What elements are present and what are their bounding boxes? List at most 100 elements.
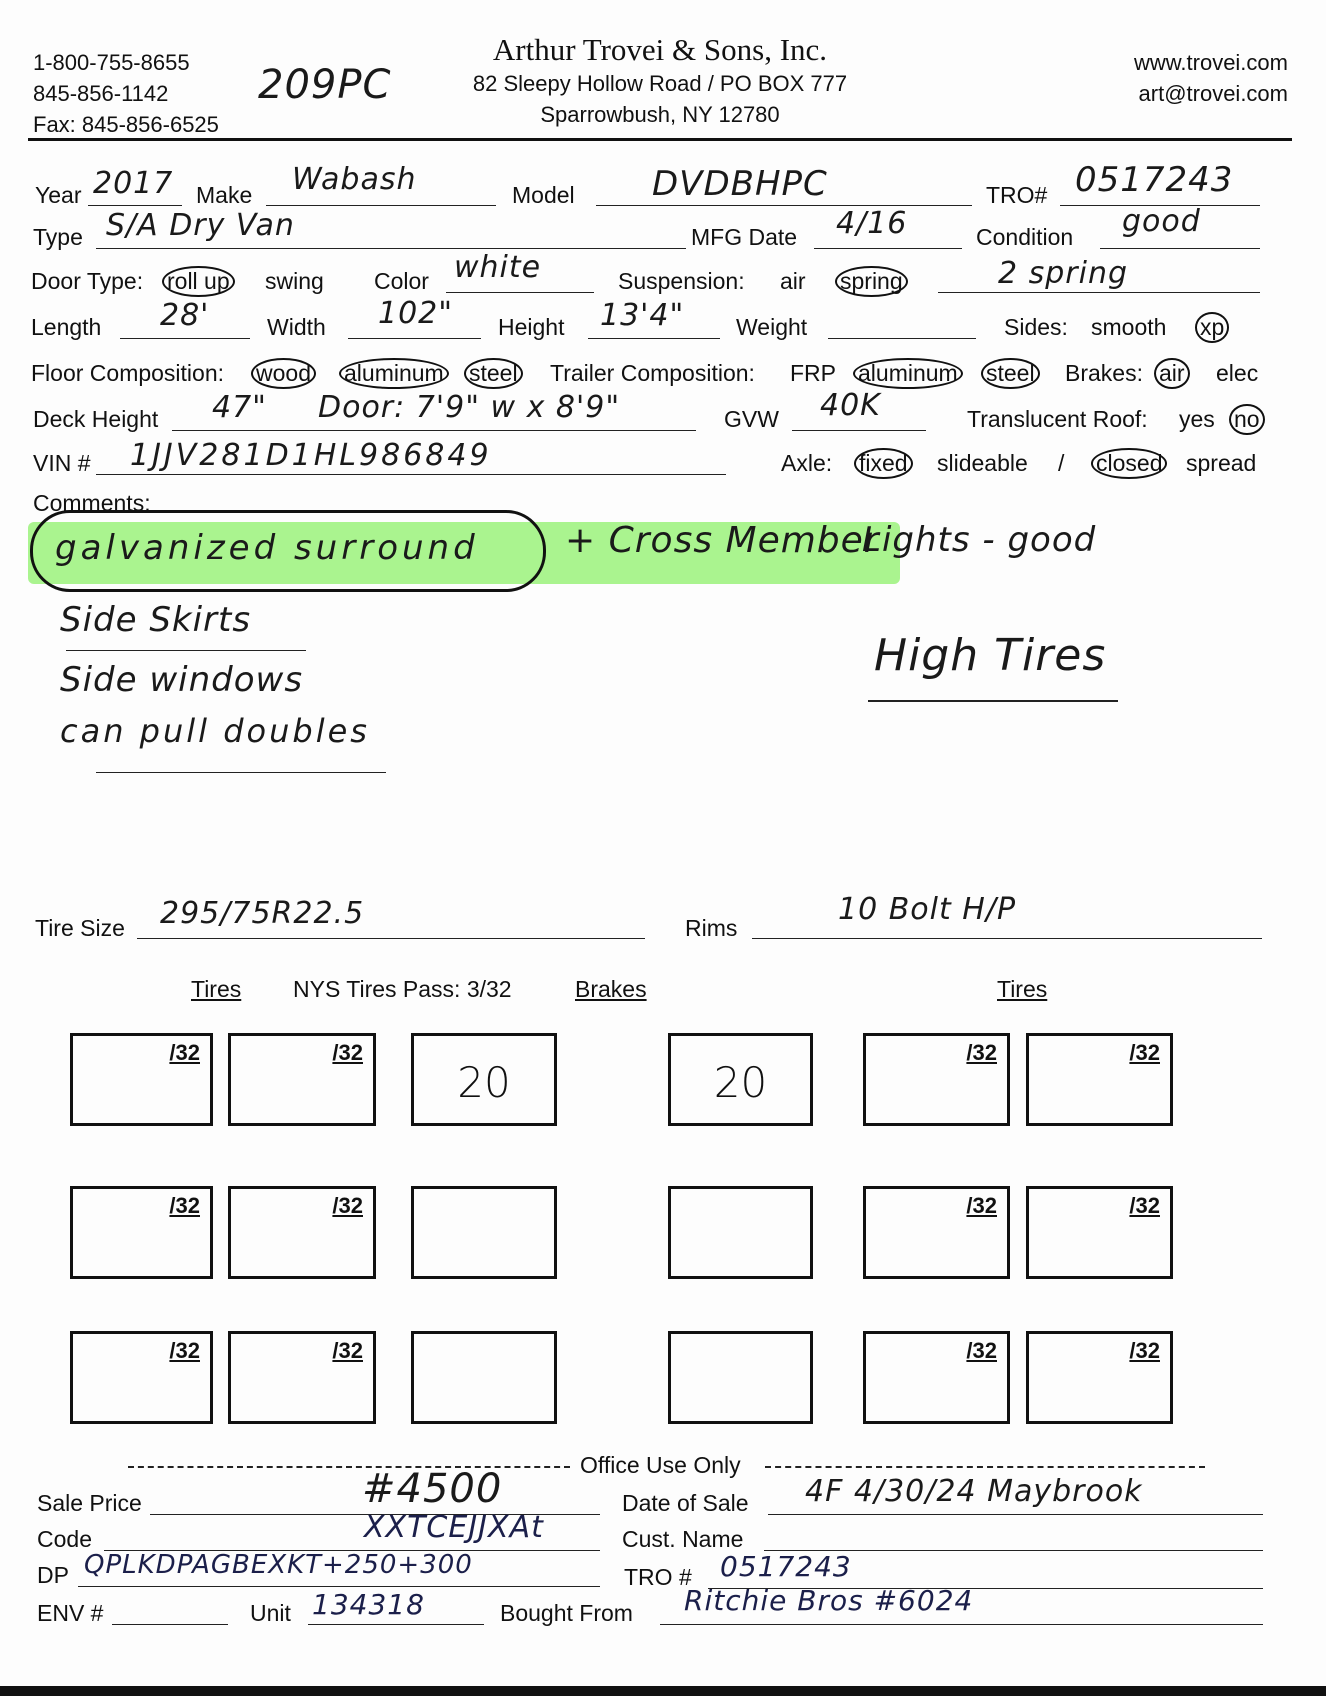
unit-value[interactable]: 134318 bbox=[312, 1588, 425, 1621]
rims-value[interactable]: 10 Bolt H/P bbox=[838, 892, 1017, 927]
height-label: Height bbox=[498, 314, 565, 340]
gvw-value[interactable]: 40K bbox=[820, 388, 881, 423]
tire-box-left-outer[interactable]: /32 bbox=[70, 1186, 213, 1279]
comment-right-note: High Tires bbox=[874, 630, 1107, 681]
axle-option-spread[interactable]: spread bbox=[1186, 450, 1257, 476]
tire-box-left-outer[interactable]: /32 bbox=[70, 1331, 213, 1424]
unit-label: Unit bbox=[250, 1600, 291, 1626]
condition-value[interactable]: good bbox=[1122, 204, 1201, 239]
dp-value[interactable]: QPLKDPAGBEXKT+250+300 bbox=[84, 1550, 473, 1580]
tread-depth-unit: /32 bbox=[169, 1040, 200, 1065]
trailer-option-aluminum[interactable]: aluminum bbox=[853, 358, 963, 389]
comment-highlighted: galvanized surround bbox=[55, 528, 479, 568]
brake-box-right[interactable] bbox=[668, 1331, 813, 1424]
comment-line-2: Side windows bbox=[60, 660, 304, 700]
deck-height-value[interactable]: 47" bbox=[212, 390, 267, 425]
tread-depth-unit: /32 bbox=[966, 1193, 997, 1218]
year-label: Year bbox=[35, 182, 82, 208]
brake-box-left[interactable] bbox=[411, 1186, 557, 1279]
height-value[interactable]: 13'4" bbox=[600, 298, 685, 333]
make-value[interactable]: Wabash bbox=[292, 162, 417, 197]
sale-price-value[interactable]: #4500 bbox=[362, 1466, 503, 1512]
tro-value[interactable]: 0517243 bbox=[1075, 160, 1234, 200]
year-value[interactable]: 2017 bbox=[93, 166, 174, 201]
code-value[interactable]: XXTCEJJXAt bbox=[364, 1510, 544, 1545]
suspension-value[interactable]: 2 spring bbox=[998, 256, 1129, 291]
brake-box-left[interactable]: 20 bbox=[411, 1033, 557, 1126]
floor-option-aluminum[interactable]: aluminum bbox=[339, 358, 449, 389]
dp-label: DP bbox=[37, 1562, 69, 1588]
highlighter-mark bbox=[28, 522, 900, 584]
tire-box-left-inner[interactable]: /32 bbox=[228, 1331, 376, 1424]
deck-height-label: Deck Height bbox=[33, 406, 159, 432]
roof-option-yes[interactable]: yes bbox=[1179, 406, 1215, 432]
bought-from-value[interactable]: Ritchie Bros #6024 bbox=[684, 1584, 974, 1617]
sides-option-smooth[interactable]: smooth bbox=[1091, 314, 1167, 340]
comment-circle bbox=[30, 510, 546, 592]
vin-value[interactable]: 1JJV281D1HL986849 bbox=[130, 438, 492, 473]
company-name: Arthur Trovei & Sons, Inc. bbox=[492, 32, 828, 67]
tire-box-left-inner[interactable]: /32 bbox=[228, 1186, 376, 1279]
tires-right-header: Tires bbox=[997, 976, 1048, 1002]
suspension-option-spring[interactable]: spring bbox=[835, 266, 908, 297]
brake-box-right[interactable] bbox=[668, 1186, 813, 1279]
tread-depth-unit: /32 bbox=[169, 1338, 200, 1363]
website-link[interactable]: www.trovei.com bbox=[1133, 50, 1288, 75]
address-line-2: Sparrowbush, NY 12780 bbox=[540, 102, 780, 127]
office-use-only-title: Office Use Only bbox=[580, 1452, 741, 1478]
tire-box-right-outer[interactable]: /32 bbox=[1026, 1331, 1173, 1424]
tread-depth-unit: /32 bbox=[966, 1040, 997, 1065]
gvw-label: GVW bbox=[724, 406, 779, 432]
floor-option-steel[interactable]: steel bbox=[464, 358, 523, 389]
handwritten-code: 209PC bbox=[258, 62, 392, 108]
tire-box-left-inner[interactable]: /32 bbox=[228, 1033, 376, 1126]
brake-box-right[interactable]: 20 bbox=[668, 1033, 813, 1126]
floor-option-wood[interactable]: wood bbox=[251, 358, 316, 389]
tro-office-value[interactable]: 0517243 bbox=[720, 1550, 852, 1583]
axle-option-slideable[interactable]: slideable bbox=[937, 450, 1028, 476]
tire-size-value[interactable]: 295/75R22.5 bbox=[160, 896, 365, 931]
door-type-option-swing[interactable]: swing bbox=[265, 268, 324, 294]
tire-box-right-inner[interactable]: /32 bbox=[863, 1033, 1010, 1126]
roof-option-no[interactable]: no bbox=[1229, 404, 1265, 435]
trailer-option-steel[interactable]: steel bbox=[981, 358, 1040, 389]
tread-depth-unit: /32 bbox=[332, 1040, 363, 1065]
code-label: Code bbox=[37, 1526, 92, 1552]
trailer-option-frp[interactable]: FRP bbox=[790, 360, 836, 386]
axle-option-fixed[interactable]: fixed bbox=[854, 448, 913, 479]
date-of-sale-value[interactable]: 4F 4/30/24 Maybrook bbox=[805, 1474, 1143, 1509]
tread-depth-unit: /32 bbox=[169, 1193, 200, 1218]
email-link[interactable]: art@trovei.com bbox=[1138, 81, 1288, 106]
brake-box-left[interactable] bbox=[411, 1331, 557, 1424]
length-value[interactable]: 28' bbox=[160, 298, 210, 333]
comment-line-3: can pull doubles bbox=[60, 712, 370, 750]
brakes-option-elec[interactable]: elec bbox=[1216, 360, 1259, 386]
vin-label: VIN # bbox=[33, 450, 91, 476]
brakes-header: Brakes bbox=[575, 976, 647, 1002]
axle-option-closed[interactable]: closed bbox=[1091, 448, 1168, 479]
tire-box-right-inner[interactable]: /32 bbox=[863, 1331, 1010, 1424]
tire-box-right-outer[interactable]: /32 bbox=[1026, 1033, 1173, 1126]
color-value[interactable]: white bbox=[454, 250, 542, 285]
door-dimensions-note[interactable]: Door: 7'9" w x 8'9" bbox=[318, 390, 621, 425]
model-value[interactable]: DVDBHPC bbox=[652, 164, 828, 204]
tro-office-label: TRO # bbox=[624, 1564, 692, 1590]
sides-option-xp[interactable]: xp bbox=[1195, 312, 1230, 343]
tire-box-right-inner[interactable]: /32 bbox=[863, 1186, 1010, 1279]
door-type-option-roll-up[interactable]: roll up bbox=[162, 266, 235, 297]
suspension-label: Suspension: bbox=[618, 268, 745, 294]
width-label: Width bbox=[267, 314, 326, 340]
tire-box-right-outer[interactable]: /32 bbox=[1026, 1186, 1173, 1279]
suspension-option-air[interactable]: air bbox=[780, 268, 806, 294]
tire-box-left-outer[interactable]: /32 bbox=[70, 1033, 213, 1126]
date-of-sale-label: Date of Sale bbox=[622, 1490, 749, 1516]
comment-cross-member: + Cross Member bbox=[565, 520, 880, 561]
address-line-1: 82 Sleepy Hollow Road / PO BOX 777 bbox=[472, 71, 848, 96]
tread-depth-unit: /32 bbox=[1129, 1040, 1160, 1065]
width-value[interactable]: 102" bbox=[378, 296, 454, 331]
brakes-option-air[interactable]: air bbox=[1154, 358, 1190, 389]
header-divider bbox=[28, 138, 1292, 141]
mfg-date-value[interactable]: 4/16 bbox=[836, 206, 908, 241]
type-value[interactable]: S/A Dry Van bbox=[106, 208, 295, 243]
